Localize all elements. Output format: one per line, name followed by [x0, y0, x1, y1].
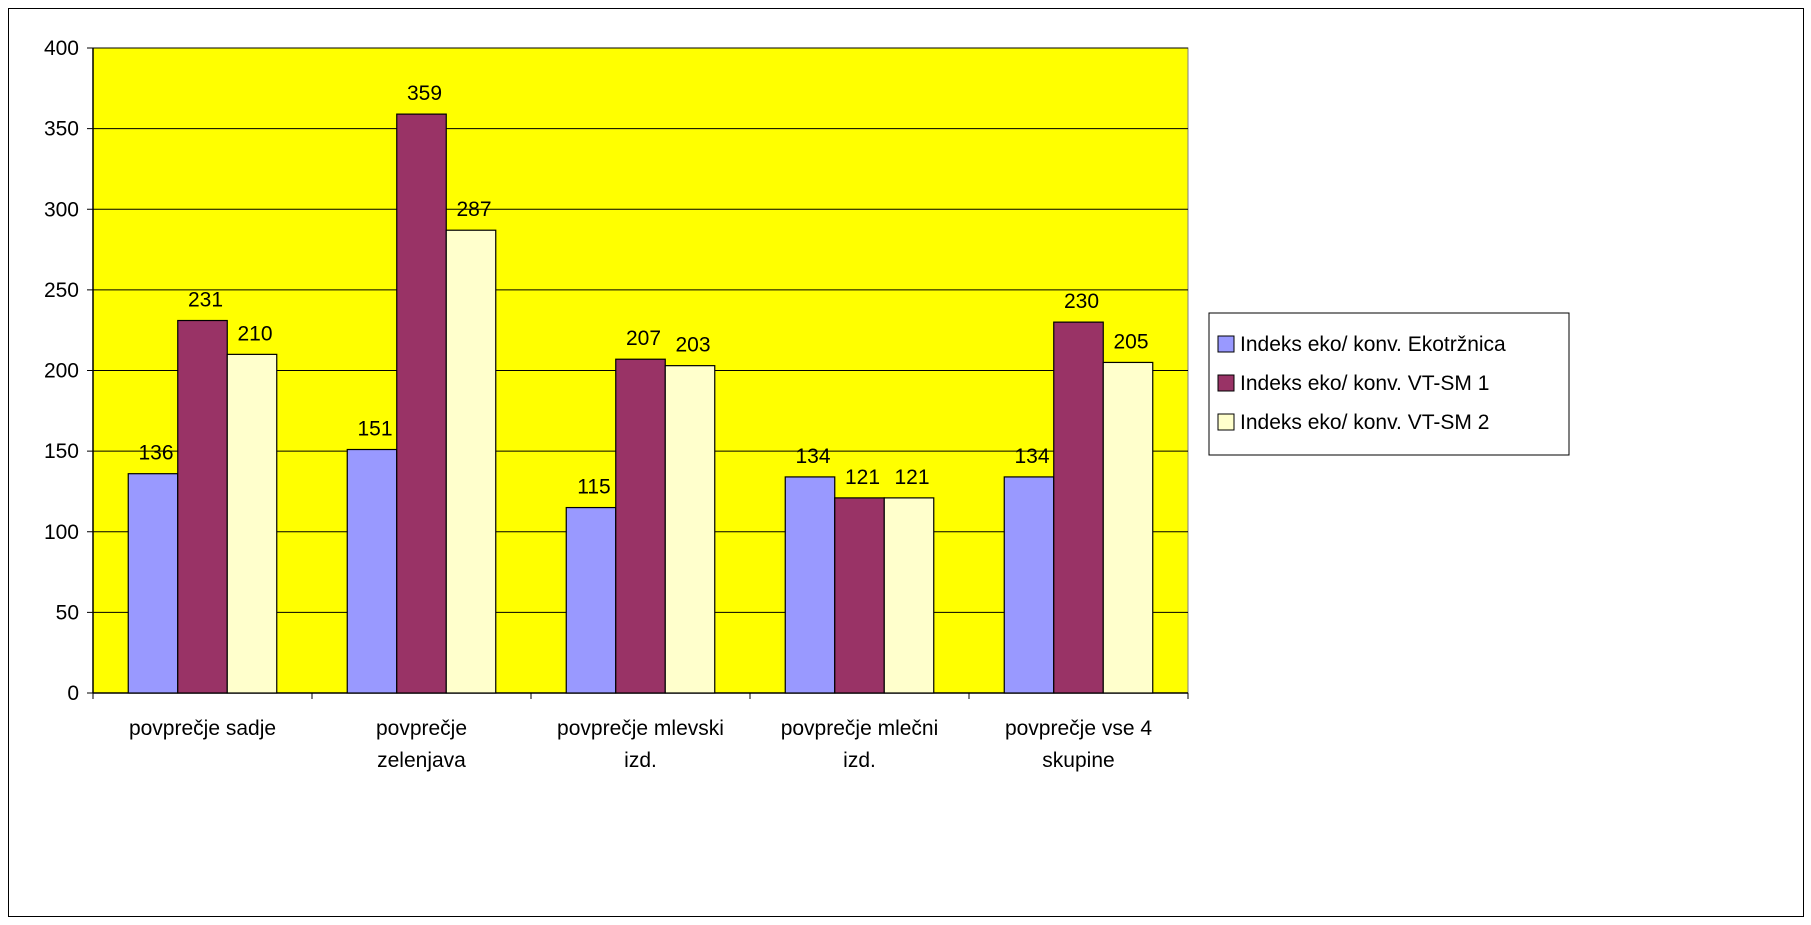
data-label: 136 [138, 442, 173, 465]
data-label: 121 [894, 466, 929, 489]
legend-label: Indeks eko/ konv. VT-SM 1 [1240, 372, 1489, 395]
y-tick-label: 50 [56, 601, 79, 624]
data-label: 230 [1064, 290, 1099, 313]
legend-label: Indeks eko/ konv. Ekotržnica [1240, 333, 1506, 356]
y-tick-label: 400 [44, 37, 79, 60]
x-tick-label: povprečje [376, 717, 467, 740]
x-tick-label: zelenjava [377, 749, 466, 772]
bar [565, 506, 617, 694]
legend-swatch [1217, 374, 1235, 392]
data-label: 151 [357, 418, 392, 441]
y-tick-label: 250 [44, 279, 79, 302]
bar [615, 358, 666, 694]
bar [883, 497, 935, 694]
x-tick-label: skupine [1042, 749, 1114, 772]
bar [396, 113, 447, 694]
x-tick-label: povprečje sadje [129, 717, 276, 740]
data-label: 359 [407, 82, 442, 105]
x-tick-label: izd. [624, 749, 657, 772]
y-tick-label: 0 [67, 682, 79, 705]
data-label: 287 [456, 198, 491, 221]
bar [226, 353, 278, 694]
x-tick-label: povprečje mlevski [557, 717, 724, 740]
bar [177, 319, 228, 694]
data-label: 231 [188, 289, 223, 312]
y-tick-label: 150 [44, 440, 79, 463]
data-label: 210 [237, 322, 272, 345]
bar [1053, 321, 1104, 694]
y-tick-label: 100 [44, 521, 79, 544]
data-label: 134 [795, 445, 830, 468]
legend-swatch [1217, 335, 1235, 353]
bar [127, 473, 179, 694]
data-label: 115 [577, 476, 610, 499]
bar [346, 448, 398, 694]
x-tick-label: povprečje vse 4 [1005, 717, 1152, 740]
data-label: 121 [845, 466, 880, 489]
legend-label: Indeks eko/ konv. VT-SM 2 [1240, 411, 1489, 434]
bar [664, 365, 716, 694]
data-label: 134 [1014, 445, 1049, 468]
bar [784, 476, 836, 694]
data-label: 205 [1113, 330, 1148, 353]
bar [1003, 476, 1055, 694]
data-label: 207 [626, 327, 661, 350]
y-tick-label: 200 [44, 360, 79, 383]
bar [1102, 361, 1154, 694]
bar [445, 229, 497, 694]
x-tick-label: povprečje mlečni [781, 717, 939, 740]
legend [1208, 312, 1570, 456]
y-tick-label: 300 [44, 198, 79, 221]
y-tick-label: 350 [44, 118, 79, 141]
data-label: 203 [675, 334, 710, 357]
x-tick-label: izd. [843, 749, 876, 772]
legend-swatch [1217, 413, 1235, 431]
bar [834, 497, 885, 694]
